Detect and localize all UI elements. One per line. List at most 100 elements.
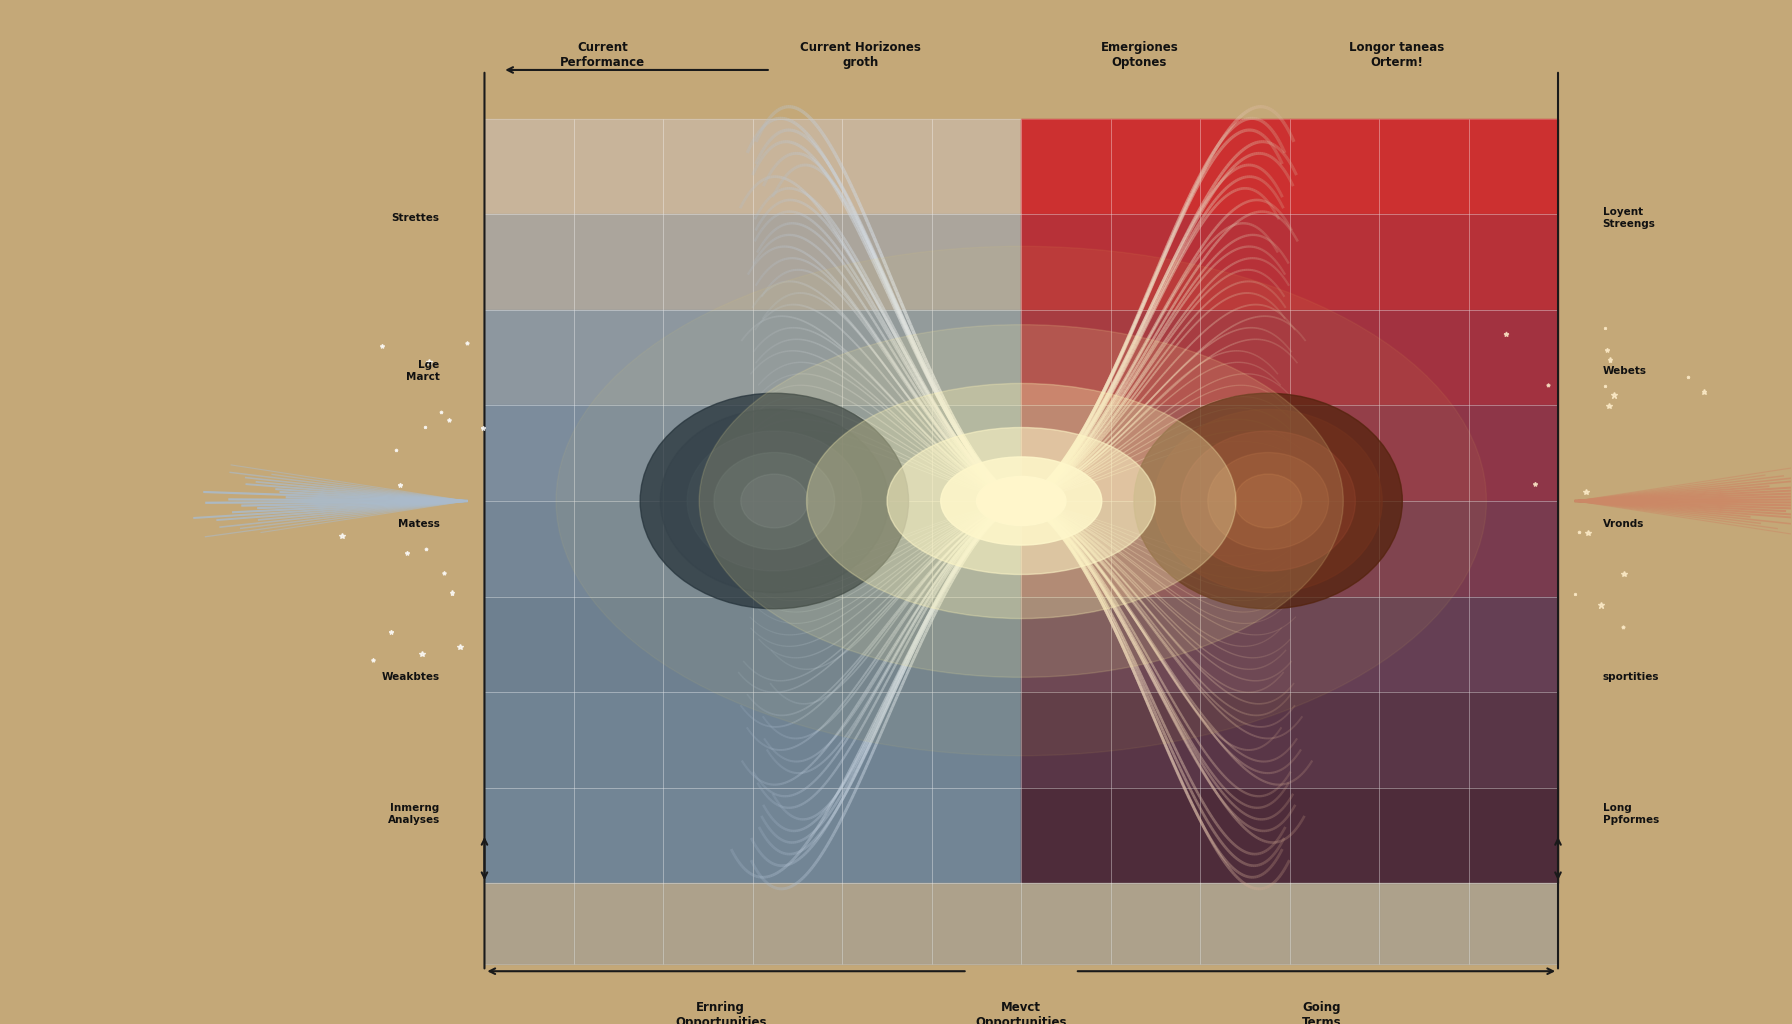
Bar [842,597,932,692]
Bar [1380,692,1469,787]
Bar [1380,883,1469,965]
Bar [1380,310,1469,406]
Bar [842,787,932,883]
Bar [663,406,753,501]
Bar [1380,119,1469,214]
Bar [1111,214,1201,310]
Bar [1469,883,1557,965]
Bar [573,310,663,406]
Bar [932,119,1021,214]
Text: sportities: sportities [1602,672,1659,682]
Bar [484,883,573,965]
Bar [1021,883,1111,965]
Bar [663,597,753,692]
Bar [1201,501,1290,597]
Bar [753,597,842,692]
Bar [1380,883,1469,965]
Bar [753,310,842,406]
Bar [932,310,1021,406]
Bar [932,597,1021,692]
Bar [663,787,753,883]
Ellipse shape [1154,410,1382,593]
Bar [842,883,932,965]
Bar [842,597,932,692]
Bar [573,119,663,214]
Bar [1021,406,1111,501]
Bar [1469,501,1557,597]
Bar [842,214,932,310]
Bar [932,406,1021,501]
Bar [573,787,663,883]
Bar [1111,119,1201,214]
Bar [1469,883,1557,965]
Bar [484,214,573,310]
Bar [1290,406,1380,501]
Bar [842,501,932,597]
Bar [484,692,573,787]
Bar [663,883,753,965]
Circle shape [941,457,1102,545]
Bar [1201,119,1290,214]
Bar [753,310,842,406]
Bar [753,406,842,501]
Bar [1201,214,1290,310]
Bar [753,501,842,597]
Ellipse shape [1181,431,1355,571]
Circle shape [977,476,1066,525]
Bar [1201,119,1290,214]
Bar [753,692,842,787]
Bar [1201,787,1290,883]
Bar [932,787,1021,883]
Bar [663,501,753,597]
Bar [1111,597,1201,692]
Bar [1021,310,1111,406]
Bar [1290,692,1380,787]
Bar [1201,406,1290,501]
Bar [1111,406,1201,501]
Bar [753,883,842,965]
Bar [484,883,573,965]
Bar [842,692,932,787]
Text: Going
Terms: Going Terms [1303,1001,1342,1024]
Circle shape [699,325,1344,677]
Bar [573,214,663,310]
Bar [1380,214,1469,310]
Bar [932,597,1021,692]
Bar [484,214,573,310]
Bar [1021,119,1111,214]
Ellipse shape [740,474,808,528]
Bar [753,119,842,214]
Bar [753,883,842,965]
Bar [1380,787,1469,883]
Bar [484,597,573,692]
Bar [753,119,842,214]
Bar [663,787,753,883]
Bar [1380,214,1469,310]
Bar [842,692,932,787]
Bar [1469,119,1557,214]
Text: Matess: Matess [398,519,439,529]
Bar [842,119,932,214]
Bar [1469,214,1557,310]
Text: Current
Performance: Current Performance [561,41,645,70]
Ellipse shape [1134,393,1403,608]
Bar [1290,214,1380,310]
Bar [1201,597,1290,692]
Bar [573,501,663,597]
Circle shape [887,428,1156,574]
Bar [1290,214,1380,310]
Bar [753,501,842,597]
Bar [1290,501,1380,597]
Bar [573,119,663,214]
Bar [1021,883,1111,965]
Bar [1021,214,1111,310]
Text: Weakbtes: Weakbtes [382,672,439,682]
Bar [484,501,573,597]
Ellipse shape [713,453,835,550]
Ellipse shape [1235,474,1301,528]
Bar [753,787,842,883]
Bar [1021,597,1111,692]
Bar [1290,310,1380,406]
Bar [1290,787,1380,883]
Bar [1021,310,1111,406]
